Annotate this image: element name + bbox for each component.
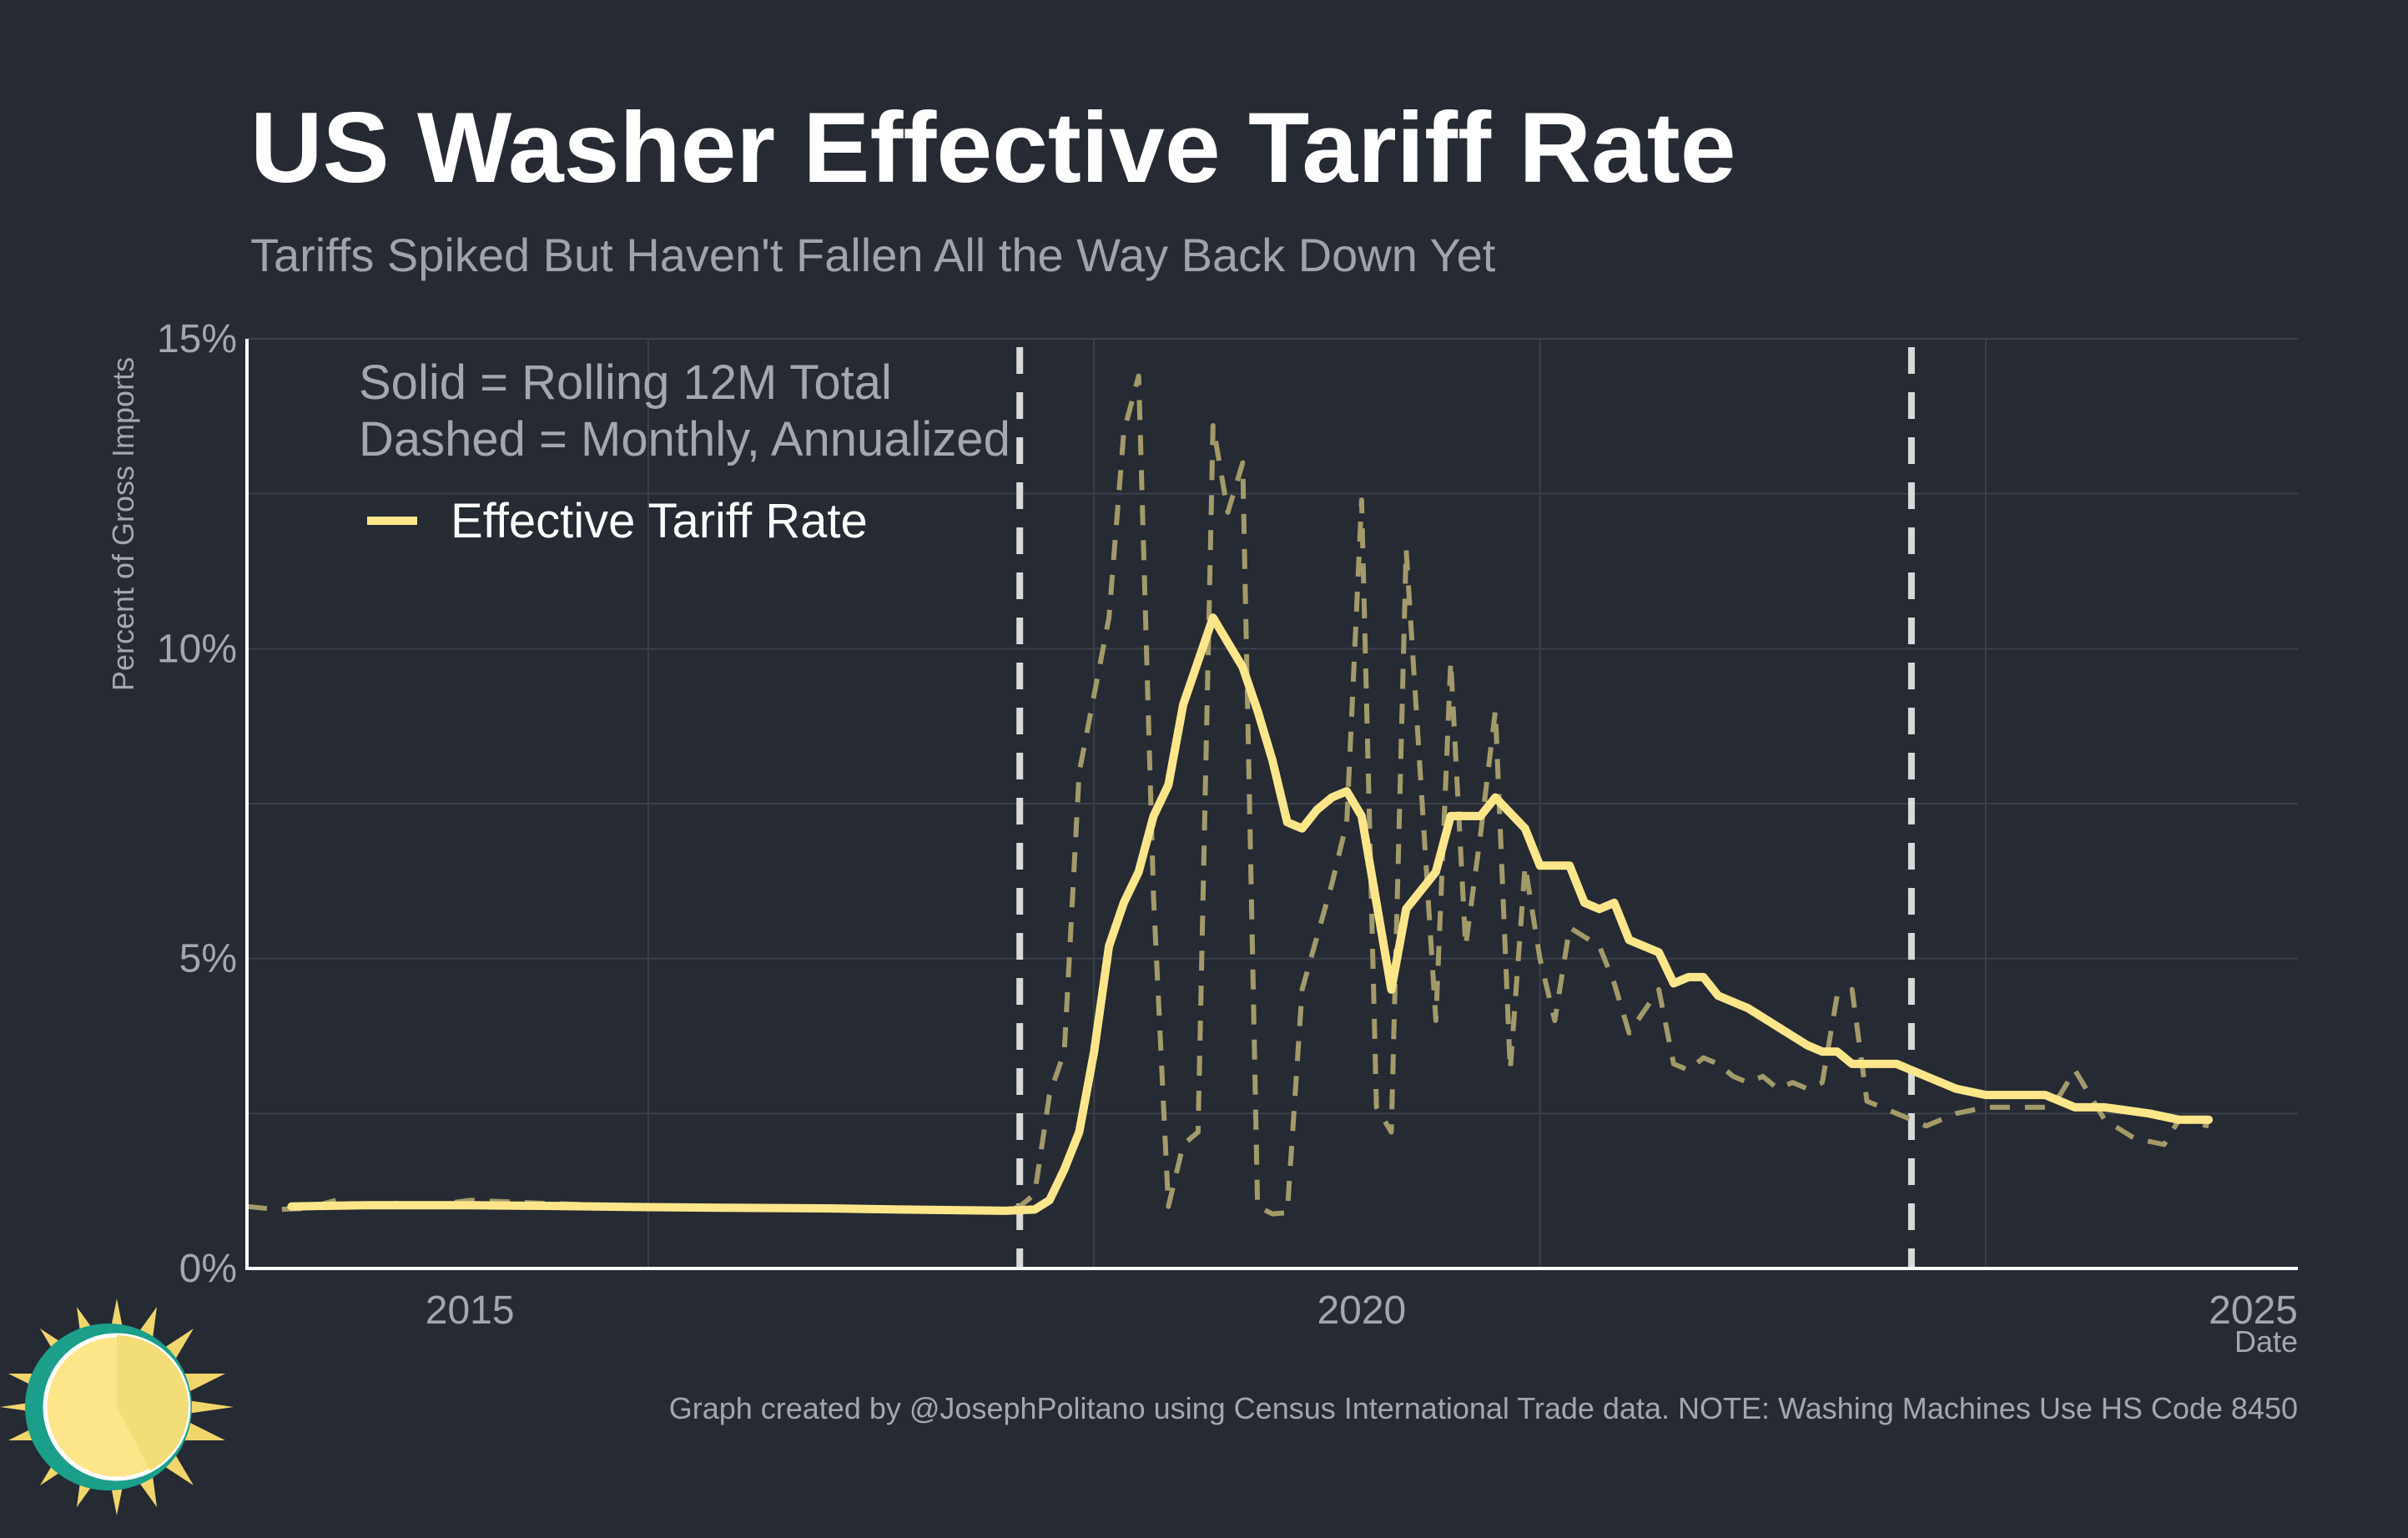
axes (245, 339, 2298, 1270)
y-tick-label: 5% (179, 937, 237, 981)
x-tick-label: 2025 (2209, 1288, 2298, 1333)
grid (247, 338, 2298, 1269)
series-effective-tariff-line (287, 613, 2214, 1215)
y-tick-label: 15% (157, 317, 237, 361)
y-axis-title: Percent of Gross Imports (106, 357, 140, 691)
series (246, 373, 2214, 1217)
note-line-2: Dashed = Monthly, Annualized (359, 412, 1010, 466)
tick-labels: 0% 5% 10% 15% 2015 2020 2025 (157, 317, 2298, 1333)
vertical-markers (1016, 347, 1915, 1268)
chart-title: US Washer Effective Tariff Rate (250, 92, 1736, 204)
series-monthly-annualized-line (246, 373, 2209, 1217)
x-tick-label: 2015 (426, 1288, 515, 1333)
x-axis-title: Date (2234, 1324, 2298, 1359)
x-tick-label: 2020 (1317, 1288, 1406, 1333)
y-tick-label: 0% (179, 1247, 237, 1291)
sun-shade (117, 1335, 189, 1470)
note-line-1: Solid = Rolling 12M Total (359, 356, 892, 410)
chart-subtitle: Tariffs Spiked But Haven't Fallen All th… (250, 229, 1496, 281)
y-tick-label: 10% (157, 627, 237, 671)
legend-label: Effective Tariff Rate (451, 494, 868, 548)
sun-icon (0, 1298, 234, 1515)
caption: Graph created by @JosephPolitano using C… (669, 1391, 2298, 1425)
